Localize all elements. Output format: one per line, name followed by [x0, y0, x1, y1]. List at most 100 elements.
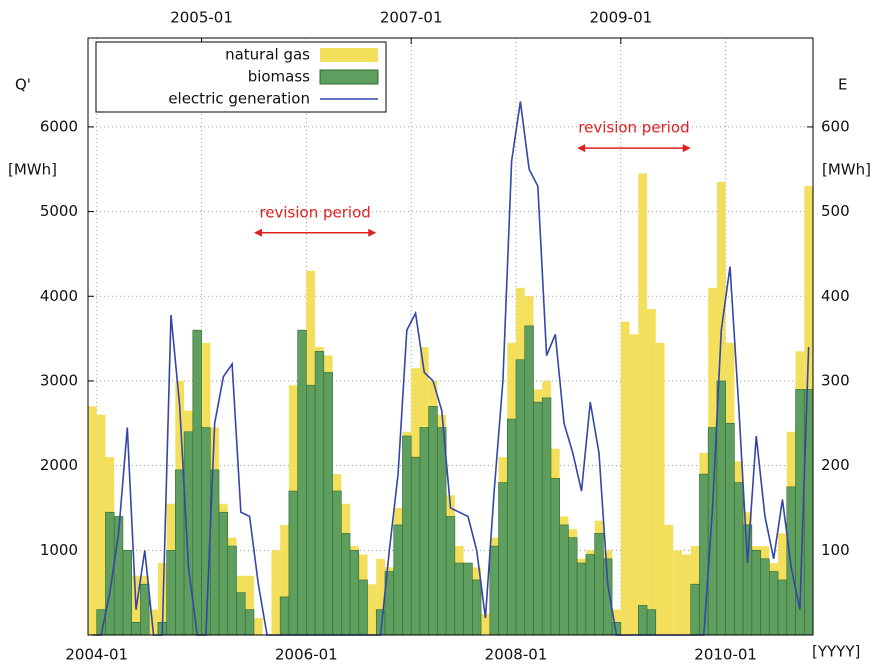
bar	[140, 583, 150, 636]
bar	[306, 384, 316, 636]
bar	[445, 516, 456, 636]
bar	[341, 533, 351, 636]
x-axis-label: [YYYY]	[812, 643, 860, 661]
x-tick-label: 2004-01	[65, 646, 128, 664]
bar	[280, 524, 289, 635]
bar	[437, 427, 447, 636]
bar	[716, 380, 726, 636]
bar	[393, 524, 403, 636]
bar	[638, 173, 648, 635]
bar	[358, 579, 368, 636]
bar	[498, 482, 508, 636]
bar	[742, 524, 753, 636]
bar	[489, 545, 499, 636]
bar	[533, 401, 543, 636]
y2-tick-label: 100	[821, 541, 850, 559]
bar	[236, 592, 246, 636]
bar	[88, 406, 97, 635]
bar	[149, 609, 158, 635]
bar	[314, 351, 325, 636]
bar	[769, 571, 779, 636]
bar	[297, 329, 307, 636]
bar	[428, 406, 438, 636]
bar	[323, 372, 333, 636]
bar	[786, 486, 796, 636]
annotation-text: revision period	[259, 203, 370, 221]
legend-swatch	[320, 48, 378, 62]
bar	[515, 359, 526, 636]
legend-label: biomass	[248, 68, 310, 86]
bar	[367, 584, 377, 635]
bar	[690, 583, 700, 636]
y-tick-label: 5000	[40, 202, 78, 220]
bar	[664, 524, 674, 635]
y2-tick-label: 600	[821, 117, 850, 135]
x-tick-label: 2008-01	[485, 646, 548, 664]
y2-tick-label: 200	[821, 456, 850, 474]
bar	[244, 609, 255, 636]
bar	[594, 533, 604, 636]
bar	[673, 550, 682, 635]
bar	[725, 422, 735, 636]
bar	[271, 550, 281, 635]
bar	[245, 575, 254, 635]
bar	[524, 325, 534, 636]
bar	[506, 418, 517, 636]
bar	[576, 562, 587, 636]
bar	[629, 334, 639, 635]
bar	[638, 605, 648, 636]
bar	[454, 562, 464, 636]
x2-tick-label: 2005-01	[170, 9, 233, 27]
bar	[96, 414, 106, 635]
bar	[218, 511, 229, 636]
bar	[253, 618, 263, 635]
bar	[655, 342, 665, 635]
bar	[603, 558, 613, 636]
bar	[175, 469, 185, 636]
bar	[777, 579, 788, 636]
y-tick-label: 3000	[40, 371, 78, 389]
x-tick-label: 2010-01	[694, 646, 757, 664]
bar	[183, 431, 194, 636]
bar	[402, 435, 412, 636]
y2-axis-unit: [MWh]	[822, 161, 871, 179]
bar	[349, 550, 360, 636]
y2-tick-label: 500	[821, 202, 850, 220]
bar	[192, 329, 202, 636]
y2-tick-label: 400	[821, 287, 850, 305]
legend-swatch	[319, 69, 379, 85]
x2-tick-label: 2009-01	[589, 9, 652, 27]
legend-label: electric generation	[168, 90, 310, 108]
y-tick-label: 2000	[40, 456, 78, 474]
bar	[541, 397, 552, 636]
x2-tick-label: 2007-01	[380, 9, 443, 27]
bar	[157, 563, 167, 635]
bar	[751, 550, 761, 636]
plot-frame	[87, 37, 814, 636]
bar	[122, 550, 132, 636]
bar	[227, 545, 237, 636]
bar	[734, 482, 744, 636]
bar	[376, 558, 385, 635]
bar	[410, 456, 421, 636]
y-tick-label: 1000	[40, 541, 78, 559]
bar	[699, 473, 709, 636]
bar	[288, 490, 298, 636]
bar	[279, 596, 290, 636]
y-tick-label: 6000	[40, 117, 78, 135]
bar	[760, 558, 770, 636]
bar	[481, 613, 490, 635]
bar	[646, 609, 657, 636]
bar	[568, 537, 578, 636]
y-axis-label: Q'	[15, 76, 31, 94]
bar	[166, 550, 176, 636]
bar	[419, 427, 429, 636]
bar	[463, 562, 473, 636]
x-tick-label: 2006-01	[275, 646, 338, 664]
y2-tick-label: 300	[821, 371, 850, 389]
y2-axis-label: E	[838, 76, 847, 94]
bar	[559, 524, 569, 636]
bar	[332, 490, 342, 636]
annotation-text: revision period	[578, 119, 689, 137]
